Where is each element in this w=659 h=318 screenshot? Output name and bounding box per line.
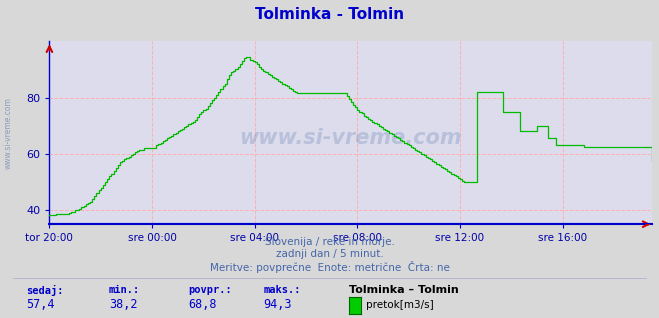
Text: pretok[m3/s]: pretok[m3/s] [366,300,434,310]
Text: Meritve: povprečne  Enote: metrične  Črta: ne: Meritve: povprečne Enote: metrične Črta:… [210,261,449,273]
Text: www.si-vreme.com: www.si-vreme.com [3,98,13,169]
Text: povpr.:: povpr.: [188,285,231,295]
Text: www.si-vreme.com: www.si-vreme.com [240,128,462,148]
Text: sedaj:: sedaj: [26,285,64,295]
Text: 68,8: 68,8 [188,298,216,311]
Text: zadnji dan / 5 minut.: zadnji dan / 5 minut. [275,249,384,259]
Text: Slovenija / reke in morje.: Slovenija / reke in morje. [264,237,395,247]
Text: 94,3: 94,3 [264,298,292,311]
Text: Tolminka - Tolmin: Tolminka - Tolmin [255,7,404,22]
Text: maks.:: maks.: [264,285,301,295]
Text: Tolminka – Tolmin: Tolminka – Tolmin [349,285,459,295]
Text: 57,4: 57,4 [26,298,55,311]
Text: min.:: min.: [109,285,140,295]
Text: 38,2: 38,2 [109,298,137,311]
